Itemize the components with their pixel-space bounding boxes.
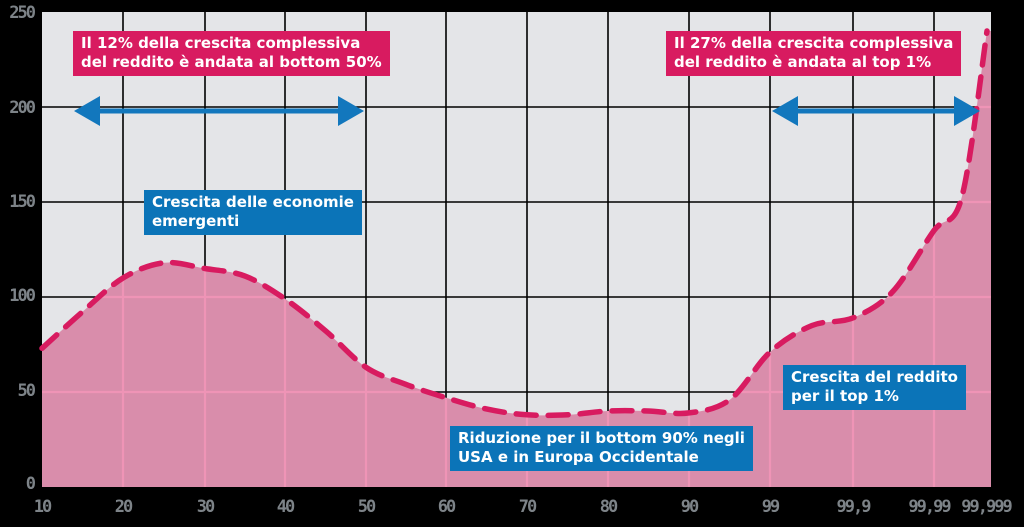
bottom50-range-arrow <box>74 96 364 126</box>
y-tick-250: 250 <box>9 3 36 23</box>
x-tick-60: 60 <box>437 497 457 517</box>
income-growth-area <box>42 31 991 487</box>
y-tick-50: 50 <box>17 381 37 401</box>
annotation-emerging-economies: Crescita delle economie emergenti <box>144 190 362 235</box>
y-tick-150: 150 <box>9 192 36 212</box>
x-tick-99-999: 99,999 <box>961 497 1012 517</box>
x-tick-20: 20 <box>114 497 134 517</box>
x-tick-10: 10 <box>33 497 53 517</box>
x-tick-99-99: 99,99 <box>908 497 951 517</box>
income-growth-line <box>39 28 990 419</box>
x-tick-99: 99 <box>761 497 781 517</box>
x-tick-90: 90 <box>680 497 700 517</box>
x-tick-40: 40 <box>276 497 296 517</box>
annotation-bottom90-decline: Riduzione per il bottom 90% negli USA e … <box>450 426 753 471</box>
annotation-bottom50-share: Il 12% della crescita complessiva del re… <box>73 31 390 76</box>
x-tick-30: 30 <box>196 497 216 517</box>
annotation-top1-share: Il 27% della crescita complessiva del re… <box>666 31 962 76</box>
y-tick-100: 100 <box>9 286 36 306</box>
x-tick-70: 70 <box>518 497 538 517</box>
x-tick-99-9: 99,9 <box>836 497 872 517</box>
y-tick-0: 0 <box>25 474 36 494</box>
x-tick-80: 80 <box>599 497 619 517</box>
y-tick-200: 200 <box>9 98 36 118</box>
x-tick-50: 50 <box>357 497 377 517</box>
top1-range-arrow <box>772 96 980 126</box>
annotation-top1-growth: Crescita del reddito per il top 1% <box>783 365 966 410</box>
